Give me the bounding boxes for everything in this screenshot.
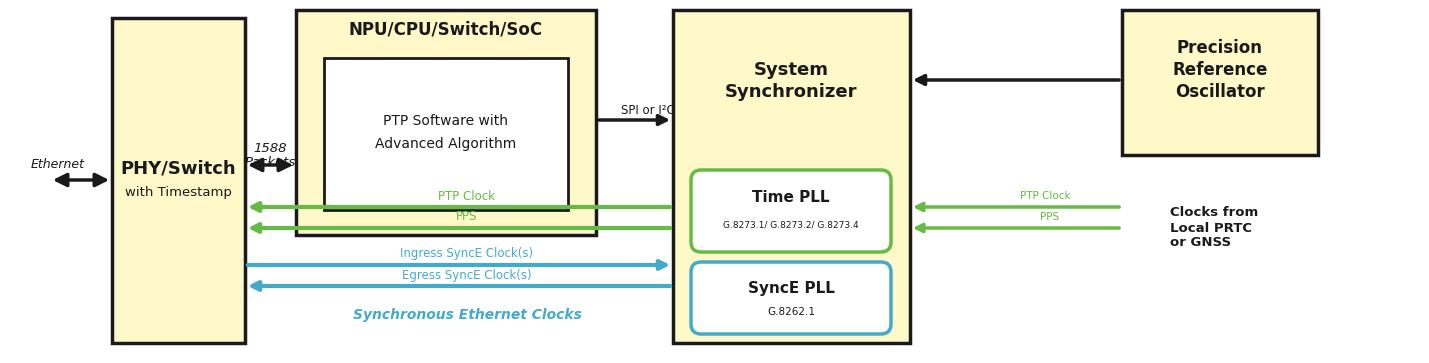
Text: PHY/Switch: PHY/Switch <box>120 159 236 178</box>
FancyArrowPatch shape <box>253 203 670 211</box>
Text: Reference: Reference <box>1172 61 1268 79</box>
Text: Synchronous Ethernet Clocks: Synchronous Ethernet Clocks <box>353 308 582 322</box>
FancyArrowPatch shape <box>916 203 1119 211</box>
Text: SyncE PLL: SyncE PLL <box>747 281 835 297</box>
FancyBboxPatch shape <box>692 262 892 334</box>
Text: G.8262.1: G.8262.1 <box>767 307 815 317</box>
Text: PPS: PPS <box>456 211 477 224</box>
Text: PTP Clock: PTP Clock <box>439 189 496 203</box>
Text: Advanced Algorithm: Advanced Algorithm <box>376 137 517 151</box>
Text: PPS: PPS <box>1040 212 1059 222</box>
Bar <box>1122 10 1318 155</box>
Text: Clocks from
Local PRTC
or GNSS: Clocks from Local PRTC or GNSS <box>1170 207 1259 249</box>
FancyBboxPatch shape <box>692 170 892 252</box>
Text: Egress SyncE Clock(s): Egress SyncE Clock(s) <box>402 269 532 281</box>
Text: Packets: Packets <box>244 156 296 170</box>
Text: Synchronizer: Synchronizer <box>726 83 857 101</box>
Text: Ingress SyncE Clock(s): Ingress SyncE Clock(s) <box>400 248 533 261</box>
Text: Oscillator: Oscillator <box>1175 83 1265 101</box>
Text: PTP Clock: PTP Clock <box>1020 191 1070 201</box>
FancyArrowPatch shape <box>253 282 670 290</box>
Bar <box>296 10 596 235</box>
Text: Ethernet: Ethernet <box>31 158 84 171</box>
Text: Time PLL: Time PLL <box>752 191 830 205</box>
FancyArrowPatch shape <box>252 159 289 171</box>
FancyArrowPatch shape <box>253 224 670 232</box>
Text: PTP Software with: PTP Software with <box>383 114 509 128</box>
Text: System: System <box>755 61 829 79</box>
Text: NPU/CPU/Switch/SoC: NPU/CPU/Switch/SoC <box>349 21 543 39</box>
Bar <box>111 18 244 343</box>
Text: with Timestamp: with Timestamp <box>126 186 231 199</box>
FancyArrowPatch shape <box>57 175 106 185</box>
FancyArrowPatch shape <box>599 115 666 125</box>
FancyArrowPatch shape <box>916 224 1119 232</box>
Text: G.8273.1/ G.8273.2/ G.8273.4: G.8273.1/ G.8273.2/ G.8273.4 <box>723 220 859 229</box>
Text: SPI or I²C: SPI or I²C <box>622 103 674 117</box>
Text: Precision: Precision <box>1177 39 1263 57</box>
FancyArrowPatch shape <box>247 261 666 269</box>
Text: 1588: 1588 <box>253 142 287 155</box>
FancyArrowPatch shape <box>916 76 1119 85</box>
Bar <box>324 58 567 210</box>
Bar <box>673 10 910 343</box>
